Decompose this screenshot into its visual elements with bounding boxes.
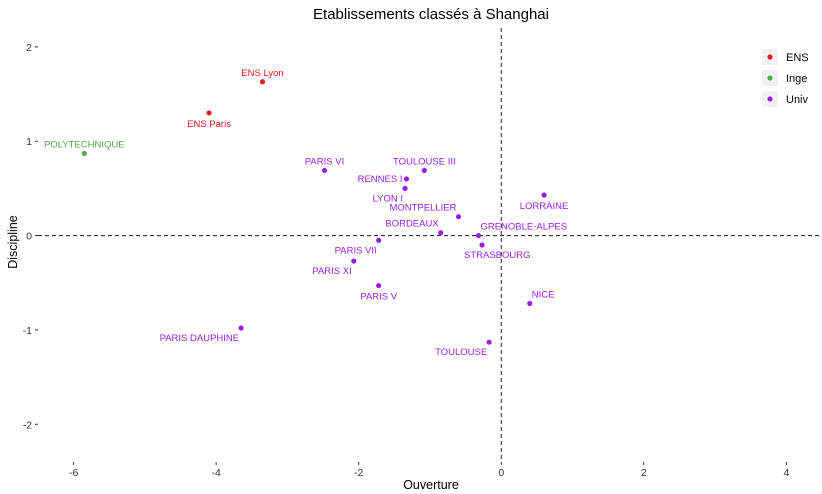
reference-lines [38, 28, 822, 462]
point-label: GRENOBLE-ALPES [480, 222, 567, 233]
data-point [376, 237, 382, 243]
legend-label: Inge [786, 73, 807, 85]
data-point [455, 214, 462, 220]
data-point [486, 339, 492, 345]
legend-label: Univ [786, 94, 809, 106]
legend-key [767, 96, 773, 102]
legend-label: ENS [786, 52, 809, 64]
data-point [479, 242, 485, 248]
y-tick-label: 0 [26, 231, 32, 243]
data-point [206, 110, 212, 116]
x-tick-label: 2 [641, 467, 647, 479]
point-label: MONTPELLIER [389, 203, 456, 214]
x-tick-label: -4 [212, 467, 221, 479]
point-label: TOULOUSE III [393, 156, 456, 167]
data-point [475, 232, 482, 239]
data-point [259, 79, 266, 85]
point-label: ENS Paris [187, 119, 231, 130]
point-label: PARIS XI [312, 266, 351, 277]
point-label: POLYTECHNIQUE [44, 139, 125, 150]
legend: ENS Inge Univ [758, 46, 814, 112]
point-label: STRASBOURG [464, 250, 531, 261]
y-tick-label: -1 [23, 325, 32, 337]
point-labels: ENS Lyon ENS Paris POLYTECHNIQUE PARIS VI TO… [44, 68, 568, 358]
point-label: LORRAINE [520, 201, 569, 212]
data-point [541, 192, 547, 198]
x-axis: -6 -4 -2 0 2 4 [69, 462, 789, 479]
x-tick-label: 4 [783, 467, 789, 479]
y-tick-label: 1 [26, 136, 32, 148]
point-label: BORDEAUX [385, 219, 439, 230]
data-point [438, 230, 444, 236]
point-label: PARIS DAUPHINE [160, 333, 240, 344]
data-point [81, 150, 87, 157]
data-point [403, 176, 410, 182]
x-tick-label: 0 [498, 467, 504, 479]
data-point [238, 325, 244, 331]
data-point [527, 300, 533, 307]
data-points [81, 79, 547, 345]
point-label: PARIS VII [335, 245, 377, 256]
data-point [376, 282, 382, 289]
x-tick-label: -2 [354, 467, 363, 479]
x-axis-title: Ouverture [403, 478, 459, 492]
y-tick-label: -2 [23, 419, 32, 431]
chart-title: Etablissements classés à Shanghai [313, 6, 549, 23]
data-point [321, 167, 328, 174]
point-label: PARIS V [360, 292, 397, 303]
data-point [402, 185, 408, 191]
legend-key [767, 54, 773, 60]
y-axis: -2 -1 0 1 2 [23, 42, 38, 431]
data-point [351, 258, 357, 264]
point-label: PARIS VI [305, 156, 344, 167]
point-label: TOULOUSE [435, 347, 487, 358]
point-label: ENS Lyon [241, 68, 283, 79]
point-label: NICE [532, 289, 555, 300]
y-axis-title: Discipline [6, 215, 20, 269]
x-tick-label: -6 [69, 467, 78, 479]
data-point [421, 167, 427, 174]
y-tick-label: 2 [26, 42, 32, 54]
point-label: LYON I [373, 193, 403, 204]
point-label: RENNES I [358, 174, 403, 185]
legend-key [767, 75, 773, 81]
